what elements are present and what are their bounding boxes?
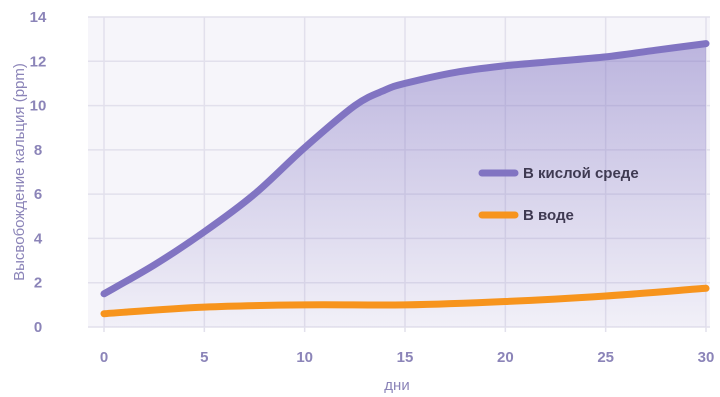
series-lines xyxy=(100,40,710,318)
x-tick-label: 30 xyxy=(698,349,715,366)
series-area-0 xyxy=(104,43,706,327)
x-tick-label: 0 xyxy=(100,349,108,366)
x-tick-label: 10 xyxy=(296,349,313,366)
x-tick-label: 15 xyxy=(397,349,414,366)
y-tick-label: 8 xyxy=(34,142,42,159)
legend: В кислой среде В воде xyxy=(478,165,639,224)
y-tick-label: 12 xyxy=(30,53,47,70)
legend-label-1: В воде xyxy=(523,207,574,224)
x-axis-ticks: 0 5 10 15 20 25 30 xyxy=(100,349,715,366)
x-tick-label: 20 xyxy=(497,349,514,366)
y-tick-label: 14 xyxy=(30,9,47,26)
y-tick-label: 4 xyxy=(34,230,43,247)
x-axis-title: дни xyxy=(384,377,409,394)
area-layer xyxy=(104,43,706,327)
y-tick-label: 6 xyxy=(34,186,42,203)
series-line-0 xyxy=(100,40,710,298)
y-tick-label: 2 xyxy=(34,275,42,292)
series-line-1 xyxy=(100,284,710,318)
y-tick-label: 10 xyxy=(30,98,47,115)
y-axis-title: Высвобождение кальция (ppm) xyxy=(11,63,28,281)
y-axis-ticks: 0 2 4 6 8 10 12 14 xyxy=(30,9,47,336)
y-tick-label: 0 xyxy=(34,319,42,336)
x-tick-label: 5 xyxy=(200,349,208,366)
legend-label-0: В кислой среде xyxy=(523,165,639,182)
x-tick-label: 25 xyxy=(597,349,614,366)
